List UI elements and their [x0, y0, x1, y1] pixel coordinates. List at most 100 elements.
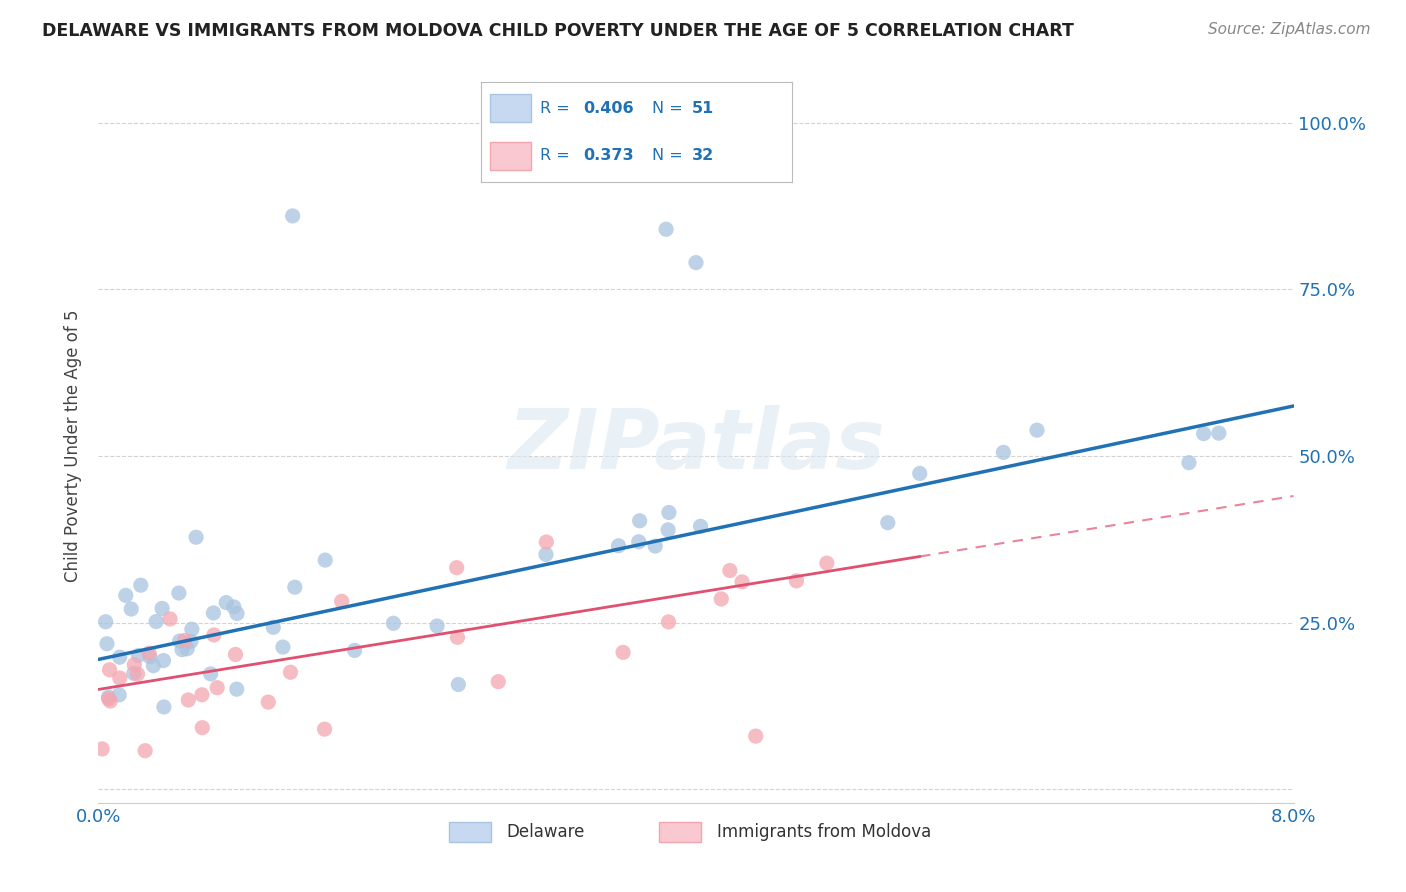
Point — [536, 535, 558, 549]
Point — [815, 556, 838, 570]
Point — [97, 690, 120, 705]
Point — [150, 601, 173, 615]
Point — [96, 637, 118, 651]
Point — [876, 516, 898, 530]
Point — [127, 648, 149, 663]
Point — [655, 222, 678, 236]
Point — [644, 539, 666, 553]
Point — [785, 574, 807, 588]
Point — [108, 650, 131, 665]
Text: 51: 51 — [692, 101, 714, 116]
Text: DELAWARE VS IMMIGRANTS FROM MOLDOVA CHILD POVERTY UNDER THE AGE OF 5 CORRELATION: DELAWARE VS IMMIGRANTS FROM MOLDOVA CHIL… — [42, 22, 1074, 40]
Point — [745, 729, 768, 743]
Text: N =: N = — [652, 101, 688, 116]
Point — [314, 553, 336, 567]
Point — [1208, 426, 1230, 441]
Point — [202, 606, 225, 620]
Point — [153, 700, 176, 714]
Point — [127, 667, 149, 681]
Point — [94, 615, 117, 629]
Point — [993, 445, 1015, 459]
Point — [426, 619, 449, 633]
FancyBboxPatch shape — [491, 94, 530, 122]
Point — [280, 665, 302, 680]
Point — [271, 640, 294, 654]
Point — [108, 671, 131, 685]
Point — [1026, 423, 1049, 437]
Point — [177, 693, 200, 707]
Point — [120, 602, 142, 616]
Point — [124, 657, 146, 672]
Point — [225, 648, 247, 662]
Point — [200, 666, 222, 681]
Point — [382, 616, 405, 631]
Point — [1192, 426, 1215, 441]
Point — [184, 530, 207, 544]
Point — [330, 594, 353, 608]
Point — [607, 539, 630, 553]
Point — [657, 615, 679, 629]
Point — [908, 467, 931, 481]
FancyBboxPatch shape — [449, 822, 491, 842]
Text: R =: R = — [540, 148, 575, 163]
Point — [134, 744, 156, 758]
Point — [159, 612, 181, 626]
Text: Source: ZipAtlas.com: Source: ZipAtlas.com — [1208, 22, 1371, 37]
Point — [627, 534, 650, 549]
Point — [612, 645, 634, 659]
Point — [173, 633, 195, 648]
Point — [129, 578, 152, 592]
Point — [98, 694, 121, 708]
Point — [534, 547, 557, 561]
Point — [169, 634, 191, 648]
Point — [191, 721, 214, 735]
Point — [167, 586, 190, 600]
Text: 32: 32 — [692, 148, 714, 163]
Point — [108, 688, 131, 702]
Point — [180, 634, 202, 648]
Point — [685, 255, 707, 269]
Point — [446, 560, 468, 574]
Text: N =: N = — [652, 148, 688, 163]
Point — [257, 695, 280, 709]
Point — [176, 641, 198, 656]
Point — [343, 643, 366, 657]
Point — [689, 519, 711, 533]
Point — [202, 628, 225, 642]
Point — [731, 574, 754, 589]
Text: 0.373: 0.373 — [583, 148, 634, 163]
Point — [486, 674, 509, 689]
Point — [191, 688, 214, 702]
Point — [145, 615, 167, 629]
Point — [225, 682, 247, 697]
Point — [284, 580, 307, 594]
Point — [262, 620, 284, 634]
Point — [658, 506, 681, 520]
Point — [138, 646, 160, 660]
Point — [114, 588, 136, 602]
Text: Immigrants from Moldova: Immigrants from Moldova — [717, 822, 931, 841]
Text: Delaware: Delaware — [506, 822, 585, 841]
Point — [1178, 456, 1201, 470]
Point — [91, 742, 114, 756]
Point — [180, 622, 202, 636]
Point — [314, 722, 336, 736]
Point — [122, 666, 145, 681]
Point — [226, 607, 249, 621]
Y-axis label: Child Poverty Under the Age of 5: Child Poverty Under the Age of 5 — [63, 310, 82, 582]
FancyBboxPatch shape — [659, 822, 702, 842]
Text: R =: R = — [540, 101, 575, 116]
Point — [710, 591, 733, 606]
Point — [152, 654, 174, 668]
Point — [98, 663, 121, 677]
Point — [281, 209, 304, 223]
Point — [446, 630, 468, 644]
Point — [205, 681, 228, 695]
Point — [170, 642, 193, 657]
Point — [139, 649, 162, 664]
Point — [142, 658, 165, 673]
Point — [628, 514, 651, 528]
Point — [215, 596, 238, 610]
FancyBboxPatch shape — [491, 142, 530, 170]
Point — [222, 599, 245, 614]
